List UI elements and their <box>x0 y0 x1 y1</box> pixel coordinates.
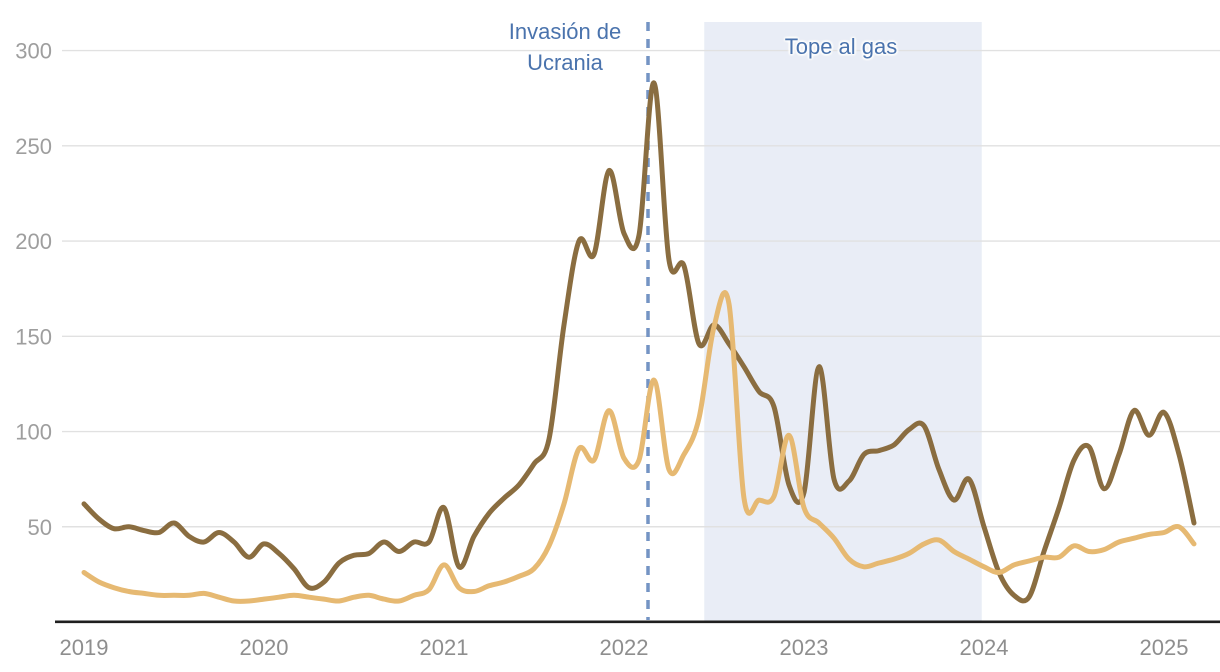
x-axis-tick-label: 2025 <box>1140 635 1189 660</box>
series-light_line <box>81 290 1197 604</box>
x-axis-tick-label: 2023 <box>780 635 829 660</box>
y-axis-tick-label: 150 <box>15 324 52 349</box>
y-axis-tick-label: 250 <box>15 134 52 159</box>
y-axis-tick-label: 100 <box>15 420 52 445</box>
x-axis-tick-label: 2021 <box>420 635 469 660</box>
series-dark_line <box>81 80 1197 604</box>
gas-cap-region <box>704 22 982 622</box>
y-axis-tick-label: 300 <box>15 39 52 64</box>
x-axis-tick-label: 2024 <box>960 635 1009 660</box>
x-axis-tick-label: 2020 <box>240 635 289 660</box>
x-axis-tick-label: 2019 <box>60 635 109 660</box>
y-axis-tick-label: 200 <box>15 229 52 254</box>
x-axis-tick-label: 2022 <box>600 635 649 660</box>
y-axis-tick-label: 50 <box>28 515 52 540</box>
